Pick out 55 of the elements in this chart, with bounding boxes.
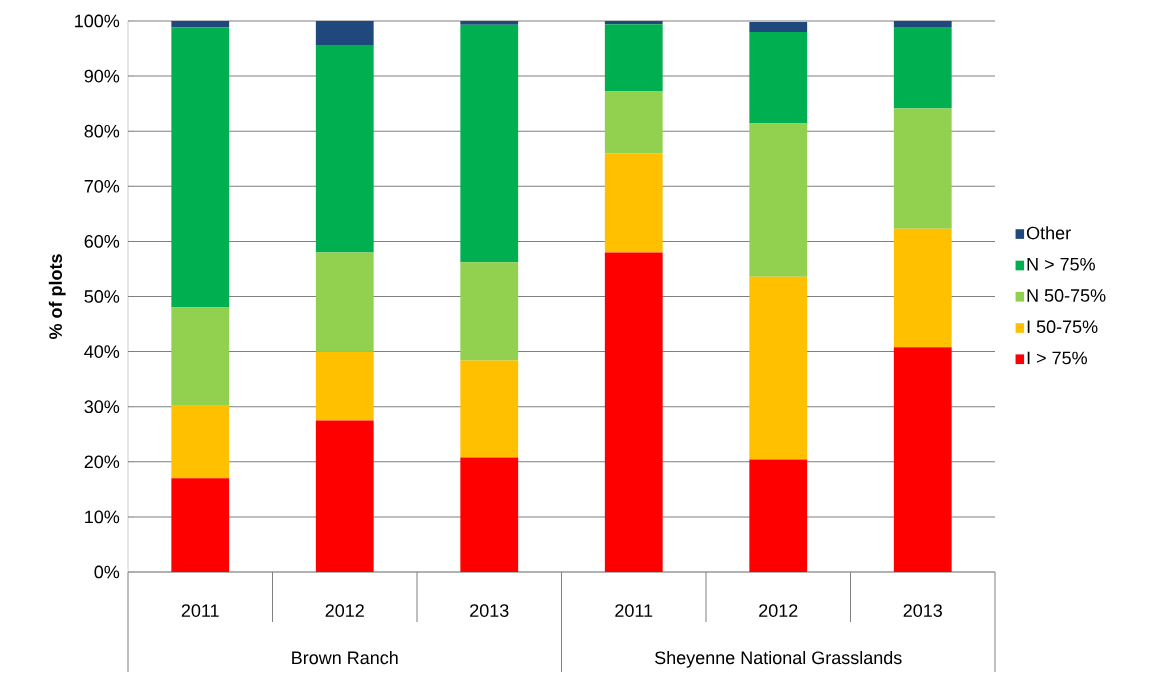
- bar: [171, 27, 230, 308]
- legend-label: I > 75%: [1027, 351, 1087, 365]
- bar: [315, 45, 374, 253]
- bar: [893, 108, 952, 229]
- bar: [893, 21, 952, 28]
- bar: [604, 91, 663, 154]
- x-tick-label: 2012: [759, 604, 798, 618]
- x-tick-label: 2012: [325, 604, 364, 618]
- text: Brown Ranch: [292, 651, 398, 665]
- legend-label: Other: [1026, 226, 1071, 240]
- y-tick-label: 80%: [84, 124, 120, 138]
- x-tick-label: 2013: [903, 604, 942, 618]
- legend-label: I 50-75%: [1027, 320, 1098, 334]
- bar: [171, 307, 230, 406]
- legend-label: N > 75%: [1027, 258, 1095, 271]
- y-tick-label: 60%: [84, 235, 120, 248]
- bar: [749, 22, 808, 33]
- y-tick-label: 0%: [94, 565, 120, 579]
- bar: [604, 153, 663, 253]
- bar: [749, 276, 808, 460]
- bar: [171, 478, 230, 573]
- y-axis-title: % of plots: [48, 254, 66, 340]
- y-tick-label: 20%: [84, 455, 120, 469]
- bar: [749, 123, 808, 277]
- bar: [460, 457, 519, 573]
- bar: [749, 32, 808, 124]
- bar: [171, 21, 230, 28]
- bar: [749, 459, 808, 573]
- y-tick-label: 100%: [75, 14, 120, 28]
- bar: [315, 420, 374, 573]
- x-tick-label: 2011: [615, 604, 653, 618]
- bar: [315, 351, 374, 421]
- x-tick-label: 2011: [181, 604, 219, 618]
- y-tick-label: 90%: [84, 69, 120, 83]
- y-tick-label: 50%: [84, 290, 120, 303]
- bar: [604, 24, 663, 92]
- bar: [460, 21, 519, 25]
- bar: [604, 21, 663, 25]
- bar: [893, 27, 952, 109]
- x-tick-label: 2013: [470, 604, 509, 618]
- legend-label: N 50-75%: [1027, 289, 1106, 302]
- bar: [460, 24, 519, 263]
- bar: [460, 262, 519, 361]
- bar: [460, 360, 519, 458]
- bar: [893, 347, 952, 573]
- bar: [171, 405, 230, 479]
- bar: [604, 252, 663, 573]
- bar: [315, 21, 374, 46]
- y-tick-label: 70%: [84, 180, 120, 193]
- bar: [893, 228, 952, 348]
- y-tick-label: 30%: [84, 400, 120, 414]
- bar: [315, 252, 374, 352]
- y-tick-label: 40%: [84, 345, 120, 359]
- y-tick-label: 10%: [85, 510, 120, 524]
- text: Sheyenne National Grasslands: [654, 651, 902, 668]
